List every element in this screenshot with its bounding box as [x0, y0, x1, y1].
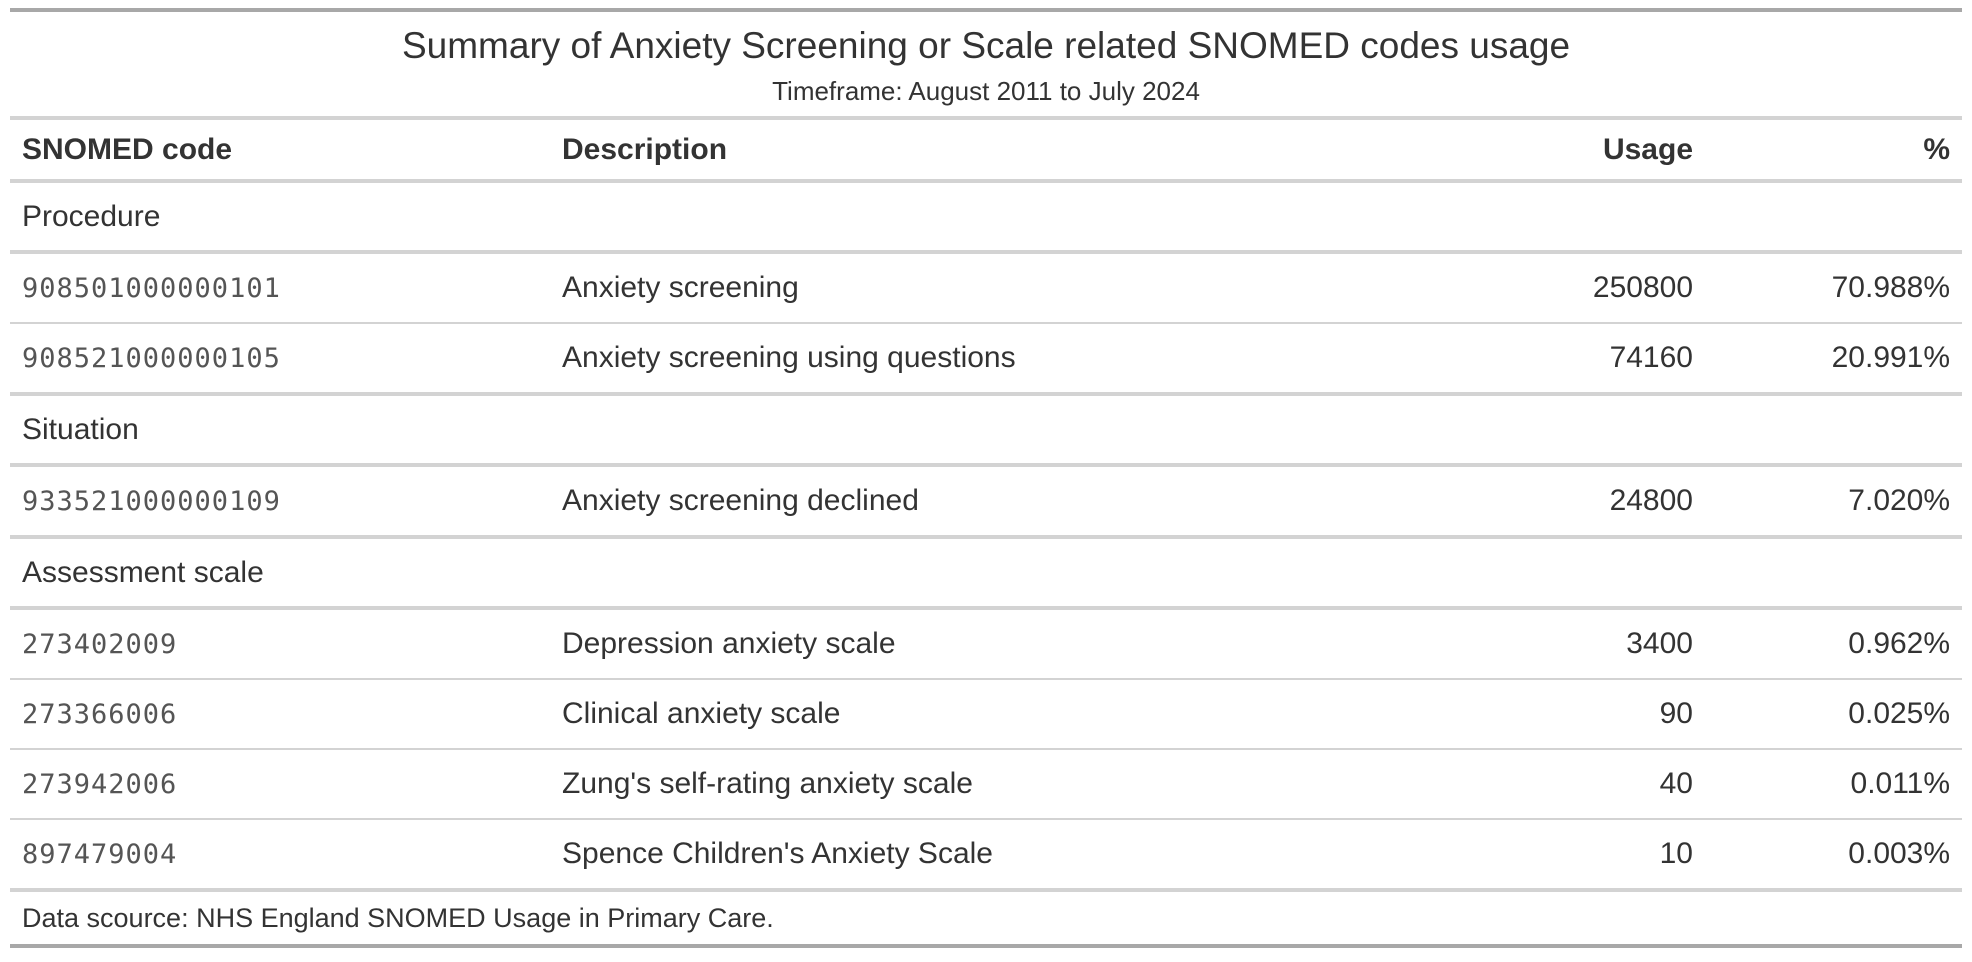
table-subtitle: Timeframe: August 2011 to July 2024: [10, 70, 1963, 120]
description-cell: Clinical anxiety scale: [550, 679, 1450, 750]
description-cell: Anxiety screening declined: [550, 465, 1450, 539]
title-row: Summary of Anxiety Screening or Scale re…: [10, 8, 1963, 70]
description-cell: Spence Children's Anxiety Scale: [550, 819, 1450, 892]
table-row: 908501000000101 Anxiety screening 250800 70…: [10, 252, 1963, 324]
table-row: 273402009 Depression anxiety scale 3400 0.9…: [10, 608, 1963, 680]
percent-cell: 70.988%: [1705, 252, 1963, 324]
usage-summary-table: Summary of Anxiety Screening or Scale re…: [10, 8, 1963, 948]
code-cell: 908521000000105: [10, 323, 550, 396]
table-body: Procedure 908501000000101 Anxiety screenin…: [10, 181, 1963, 892]
code-cell: 933521000000109: [10, 465, 550, 539]
usage-cell: 74160: [1450, 323, 1705, 396]
group-label: Assessment scale: [10, 537, 1963, 610]
code-cell: 897479004: [10, 819, 550, 892]
usage-cell: 24800: [1450, 465, 1705, 539]
usage-cell: 3400: [1450, 608, 1705, 680]
percent-cell: 0.962%: [1705, 608, 1963, 680]
table-row: 273366006 Clinical anxiety scale 90 0.025%: [10, 679, 1963, 750]
usage-cell: 90: [1450, 679, 1705, 750]
column-header-percent: %: [1705, 118, 1963, 183]
table-row: 897479004 Spence Children's Anxiety Scale…: [10, 819, 1963, 892]
group-row: Situation: [10, 394, 1963, 467]
column-header-usage: Usage: [1450, 118, 1705, 183]
column-header-code: SNOMED code: [10, 118, 550, 183]
code-cell: 273402009: [10, 608, 550, 680]
code-cell: 273366006: [10, 679, 550, 750]
column-header-description: Description: [550, 118, 1450, 183]
group-row: Assessment scale: [10, 537, 1963, 610]
table-title: Summary of Anxiety Screening or Scale re…: [10, 8, 1963, 70]
description-cell: Anxiety screening using questions: [550, 323, 1450, 396]
description-cell: Anxiety screening: [550, 252, 1450, 324]
table-row: 908521000000105 Anxiety screening using q…: [10, 323, 1963, 396]
percent-cell: 7.020%: [1705, 465, 1963, 539]
description-cell: Depression anxiety scale: [550, 608, 1450, 680]
percent-cell: 0.011%: [1705, 749, 1963, 820]
usage-cell: 40: [1450, 749, 1705, 820]
table-row: 933521000000109 Anxiety screening decline…: [10, 465, 1963, 539]
usage-cell: 250800: [1450, 252, 1705, 324]
source-note: Data scource: NHS England SNOMED Usage i…: [10, 890, 1963, 948]
percent-cell: 20.991%: [1705, 323, 1963, 396]
group-label: Situation: [10, 394, 1963, 467]
code-cell: 908501000000101: [10, 252, 550, 324]
column-header-row: SNOMED code Description Usage %: [10, 118, 1963, 183]
footer-row: Data scource: NHS England SNOMED Usage i…: [10, 890, 1963, 948]
table-row: 273942006 Zung's self-rating anxiety scal…: [10, 749, 1963, 820]
usage-cell: 10: [1450, 819, 1705, 892]
subtitle-row: Timeframe: August 2011 to July 2024: [10, 70, 1963, 120]
group-row: Procedure: [10, 181, 1963, 254]
percent-cell: 0.003%: [1705, 819, 1963, 892]
description-cell: Zung's self-rating anxiety scale: [550, 749, 1450, 820]
percent-cell: 0.025%: [1705, 679, 1963, 750]
group-label: Procedure: [10, 181, 1963, 254]
code-cell: 273942006: [10, 749, 550, 820]
